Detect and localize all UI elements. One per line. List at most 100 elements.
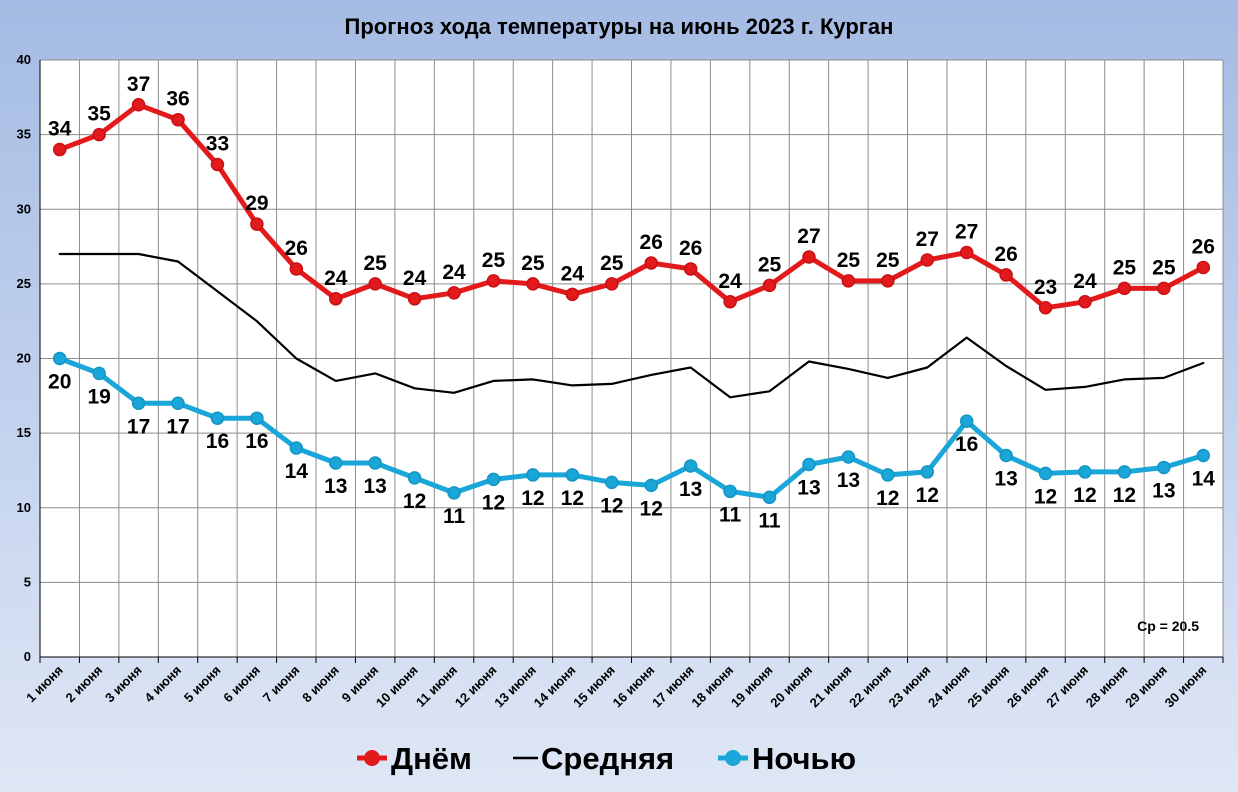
data-label-night: 13 [994, 468, 1017, 491]
data-label-day: 34 [48, 118, 72, 141]
data-label-night: 11 [719, 503, 742, 526]
data-point-day [1157, 281, 1171, 296]
chart-title: Прогноз хода температуры на июнь 2023 г.… [345, 14, 894, 39]
x-tick-label: 8 июня [299, 663, 342, 706]
x-tick-label: 4 июня [141, 663, 184, 706]
x-tick-label: 23 июня [886, 663, 934, 711]
data-point-night [605, 475, 619, 490]
data-label-night: 14 [285, 460, 309, 483]
data-point-day [447, 286, 461, 300]
data-point-night [683, 459, 698, 473]
x-tick-label: 19 июня [728, 663, 776, 711]
data-label-night: 19 [87, 385, 110, 408]
data-point-night [407, 471, 422, 485]
x-tick-label: 14 июня [531, 663, 579, 711]
x-tick-label: 1 июня [23, 663, 66, 706]
data-point-day [999, 268, 1013, 282]
data-label-day: 26 [994, 243, 1017, 266]
data-label-night: 17 [127, 415, 150, 438]
data-point-day [1196, 260, 1211, 275]
mean-annotation: Ср = 20.5 [1137, 618, 1199, 634]
data-label-day: 25 [876, 249, 900, 272]
y-tick-label: 0 [24, 649, 31, 664]
y-tick-label: 15 [17, 425, 31, 440]
x-tick-label: 18 июня [688, 663, 736, 711]
data-point-night [171, 396, 185, 411]
data-label-day: 36 [166, 88, 189, 111]
data-label-night: 14 [1192, 468, 1216, 491]
data-point-day [250, 217, 264, 231]
data-point-day [959, 245, 974, 260]
data-point-day [723, 295, 737, 309]
data-point-day [644, 256, 658, 270]
data-point-day [407, 292, 422, 306]
data-label-day: 25 [600, 252, 624, 275]
x-tick-label: 13 июня [491, 663, 539, 711]
x-tick-label: 26 июня [1004, 663, 1052, 711]
data-labels: 34 35 37 36 33 29 26 24 25 24 24 25 25 24 25 26 26 24 25 27… [48, 73, 1215, 533]
legend-mean-label: Средняя [541, 741, 674, 776]
legend-day-label: Днём [391, 741, 472, 776]
data-label-night: 12 [1073, 484, 1096, 507]
data-point-night [131, 396, 146, 411]
data-label-night: 12 [1113, 484, 1136, 507]
data-point-night [723, 484, 737, 499]
x-tick-label: 10 июня [373, 663, 421, 711]
data-label-day: 24 [1073, 270, 1097, 293]
data-label-day: 26 [679, 237, 702, 260]
data-label-night: 16 [955, 433, 978, 456]
x-tick-label: 16 июня [610, 663, 658, 711]
legend-item-night: Ночью [718, 741, 856, 776]
data-point-night [289, 441, 304, 455]
data-point-night [52, 351, 67, 366]
data-point-day [920, 253, 934, 267]
data-point-night [1196, 448, 1211, 463]
x-tick-label: 5 июня [181, 663, 224, 706]
data-point-night [841, 450, 856, 464]
series-line-day [57, 102, 1206, 311]
x-tick-label: 3 июня [102, 663, 145, 706]
data-point-night [802, 457, 816, 472]
data-label-night: 17 [166, 415, 189, 438]
data-label-day: 27 [916, 228, 939, 251]
legend-night-label: Ночью [752, 741, 856, 776]
series-line-mean [58, 252, 1205, 399]
data-point-day [605, 277, 619, 291]
data-label-day: 25 [837, 249, 861, 272]
data-point-day [289, 262, 304, 276]
data-point-day [131, 98, 146, 112]
data-point-day [1117, 281, 1132, 296]
data-label-day: 25 [521, 252, 545, 275]
data-label-night: 13 [324, 475, 347, 498]
data-point-night [92, 366, 106, 381]
data-label-night: 11 [758, 509, 781, 532]
x-tick-label: 12 июня [452, 663, 500, 711]
x-tick-label: 30 июня [1162, 663, 1210, 711]
x-tick-label: 29 июня [1122, 663, 1170, 711]
data-label-day: 27 [797, 225, 820, 248]
data-label-night: 16 [245, 430, 268, 453]
data-label-day: 25 [482, 249, 506, 272]
data-point-day [52, 142, 67, 157]
y-tick-label: 20 [17, 351, 31, 366]
data-point-night [1117, 465, 1132, 479]
data-point-day [841, 274, 856, 288]
legend-night-marker [725, 750, 741, 766]
data-point-day [171, 112, 185, 127]
data-label-day: 26 [1192, 235, 1215, 258]
data-label-night: 13 [679, 478, 702, 501]
data-point-day [486, 274, 501, 288]
x-tick-label: 2 июня [63, 663, 106, 706]
data-point-night [999, 448, 1013, 463]
legend-item-day: Днём [357, 741, 472, 776]
x-tick-label: 6 июня [220, 663, 263, 706]
x-tick-label: 15 июня [570, 663, 618, 711]
data-point-night [1078, 465, 1092, 479]
data-label-day: 24 [561, 262, 585, 285]
data-label-night: 12 [916, 484, 939, 507]
x-tick-label: 11 июня [413, 663, 460, 710]
data-point-day [1038, 301, 1053, 315]
x-tick-label: 21 июня [807, 663, 855, 711]
data-point-night [881, 468, 895, 482]
